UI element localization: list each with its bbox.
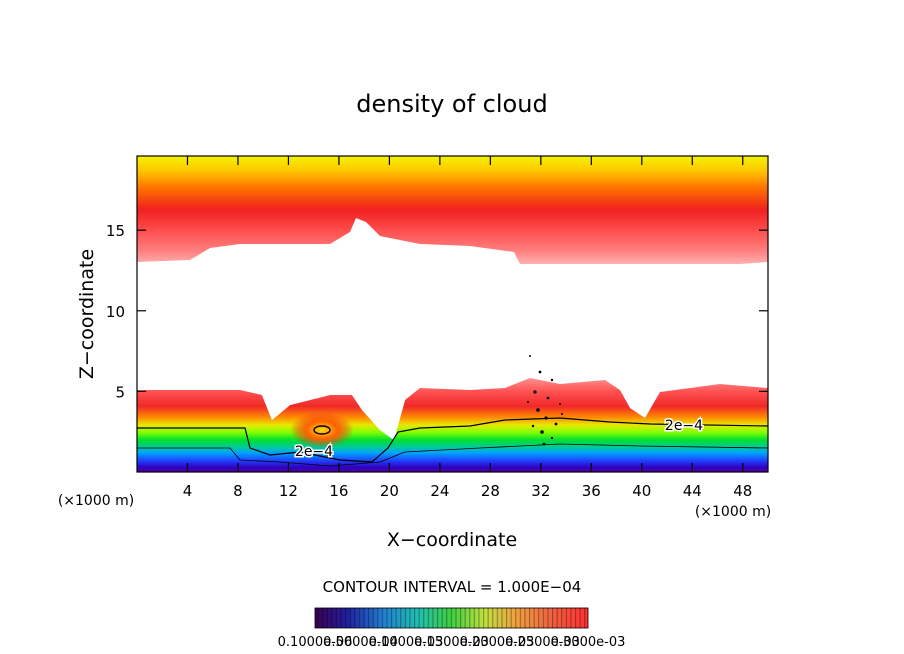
x-unit-right: (×1000 m) <box>695 504 771 520</box>
x-tick-label: 4 <box>183 482 193 500</box>
contour-label-right: 2e−4 <box>665 418 703 434</box>
contour-line-lower <box>137 443 768 467</box>
colorbar-label: 0.1500e-03 <box>414 635 489 650</box>
x-tick-label: 12 <box>279 482 298 500</box>
colorbar-label: 0.1000e-06 <box>278 635 353 650</box>
y-tick-label: 10 <box>106 303 125 321</box>
contour-label-left: 2e−4 <box>295 444 333 460</box>
plot-frame <box>136 155 769 473</box>
turbulence-speckle <box>527 355 563 446</box>
upper-cloud-band <box>137 156 768 264</box>
y-axis-label: Z−coordinate <box>76 249 98 379</box>
colorbar-labels: 0.1000e-060.5000e-040.1000e-030.1500e-03… <box>278 635 626 650</box>
hot-spot <box>290 412 354 448</box>
x-tick-label: 40 <box>632 482 651 500</box>
y-tick-label: 15 <box>106 222 125 240</box>
plot-field <box>137 156 768 472</box>
x-tick-label: 20 <box>380 482 399 500</box>
x-axis-label: X−coordinate <box>387 529 517 551</box>
lower-cloud-band <box>137 378 768 472</box>
y-tick-label: 5 <box>115 383 125 401</box>
contour-interval: CONTOUR INTERVAL = 1.000E−04 <box>323 578 582 596</box>
y-ticks: 5 10 15 <box>106 222 768 401</box>
x-tick-label: 24 <box>430 482 449 500</box>
x-tick-label: 48 <box>733 482 752 500</box>
x-ticks: 4 8 12 16 20 24 28 32 36 40 44 48 <box>183 156 752 500</box>
x-unit-left: (×1000 m) <box>58 493 134 509</box>
colorbar-label: 0.2500e-03 <box>505 635 580 650</box>
x-tick-label: 36 <box>582 482 601 500</box>
colorbar-label: 0.5000e-04 <box>323 635 398 650</box>
x-tick-label: 44 <box>683 482 702 500</box>
x-tick-label: 28 <box>481 482 500 500</box>
colorbar-label: 0.3000e-03 <box>551 635 626 650</box>
colorbar-label: 0.2000e-03 <box>460 635 535 650</box>
colorbar-label: 0.1000e-03 <box>369 635 444 650</box>
x-tick-label: 32 <box>531 482 550 500</box>
x-tick-label: 16 <box>329 482 348 500</box>
contour-loop <box>313 425 331 435</box>
colorbar <box>314 607 589 629</box>
chart-title: density of cloud <box>356 90 547 118</box>
x-tick-label: 8 <box>233 482 243 500</box>
contour-line-main <box>137 417 768 463</box>
